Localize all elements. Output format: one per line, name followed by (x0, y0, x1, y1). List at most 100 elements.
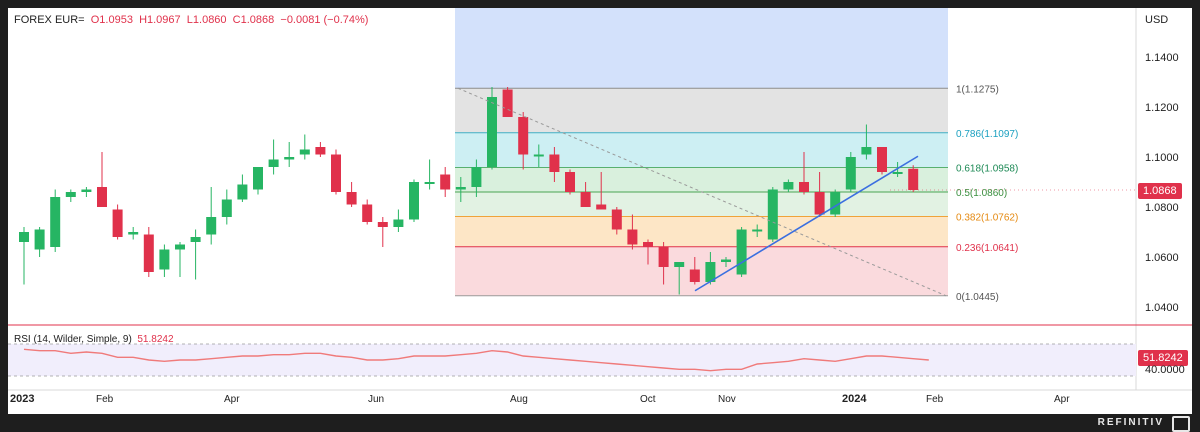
fib-diagonal-line (457, 87, 947, 297)
candle-body (674, 262, 685, 267)
candle (331, 149, 341, 195)
candle-body (237, 184, 248, 200)
candle-body (596, 204, 607, 210)
candle-body (892, 172, 903, 174)
time-label-2: Apr (224, 394, 240, 405)
candle (455, 177, 466, 202)
candle-body (159, 249, 170, 270)
candle-body (175, 244, 185, 250)
candle (112, 204, 123, 240)
candle (845, 152, 856, 192)
candle (689, 257, 700, 285)
candle (596, 172, 607, 210)
candle-body (533, 154, 544, 157)
symbol-name: FOREX EUR= (14, 14, 85, 26)
price-tick-4: 1.0600 (1145, 252, 1179, 264)
brand-logo: REFINITIV (1097, 417, 1164, 428)
candle (97, 152, 107, 207)
symbol-header: FOREX EUR= O1.0953 H1.0967 L1.0860 C1.08… (14, 14, 368, 26)
candle (877, 147, 887, 175)
candle (143, 227, 154, 277)
candle-body (362, 204, 373, 222)
candle-body (377, 222, 388, 227)
fib-zone-1 (455, 132, 948, 168)
rsi-line (23, 348, 929, 372)
candle (611, 207, 622, 235)
candle-body (268, 159, 279, 167)
candle (19, 227, 29, 285)
fib-label-1: 0.786(1.1097) (956, 129, 1018, 140)
candle (736, 227, 747, 277)
candle-body (627, 229, 638, 245)
time-label-9: Apr (1054, 394, 1070, 405)
candle (190, 229, 201, 280)
candle-body (877, 147, 887, 172)
candle-body (331, 154, 341, 192)
candle (81, 187, 92, 197)
candle (50, 189, 61, 252)
rsi-badge: 51.8242 (1138, 350, 1188, 366)
candle-body (565, 172, 575, 192)
candle-body (721, 259, 731, 262)
fib-zone-0 (455, 88, 948, 133)
candle-body (97, 187, 107, 207)
candle-body (643, 242, 653, 247)
candle-body (315, 147, 326, 155)
candle (658, 242, 669, 285)
candle (34, 227, 45, 257)
candle-body (705, 262, 716, 282)
support-trendline (694, 155, 919, 292)
candle-body (455, 187, 466, 190)
price-axis: 1.1400 1.1200 1.1000 1.0800 1.0600 1.0400 (1135, 8, 1179, 390)
brand-mark-icon (1172, 416, 1190, 432)
candle-body (814, 192, 825, 215)
candle (502, 87, 513, 117)
candle-body (346, 192, 357, 205)
candle (221, 189, 232, 225)
candle (549, 147, 560, 182)
currency-label: USD (1145, 14, 1169, 26)
candle (705, 252, 716, 285)
candle (284, 142, 295, 167)
candle-body (518, 117, 529, 155)
candle (487, 87, 497, 170)
candle (159, 244, 170, 277)
high-value: H1.0967 (139, 14, 181, 26)
candle (424, 159, 435, 190)
candle (518, 112, 529, 170)
candle-body (34, 229, 45, 250)
fib-zone-4 (455, 216, 948, 247)
candle-body (861, 147, 872, 155)
candle (861, 124, 872, 160)
time-label-1: Feb (96, 394, 114, 405)
candle-body (471, 167, 482, 187)
candle-body (19, 232, 29, 242)
trendlines[interactable] (8, 87, 1192, 326)
candle (533, 144, 544, 167)
candle-body (487, 97, 497, 167)
time-label-0: 2023 (10, 393, 34, 405)
fib-zone-5 (455, 246, 948, 296)
rsi-header: RSI (14, Wilder, Simple, 9) 51.8242 (14, 334, 174, 345)
close-value: C1.0868 (232, 14, 275, 26)
candle (580, 182, 591, 207)
candle (721, 257, 731, 267)
candle-body (845, 157, 856, 190)
time-label-8: Feb (926, 394, 944, 405)
candle-body (190, 237, 201, 242)
rsi-panel (8, 343, 1136, 377)
fib-label-2: 0.618(1.0958) (956, 164, 1018, 175)
candle-body (128, 232, 139, 235)
candle (175, 242, 185, 277)
fib-label-6: 0(1.0445) (956, 292, 999, 303)
candle-body (112, 209, 123, 237)
price-tick-1: 1.1200 (1145, 102, 1179, 114)
candle (128, 227, 139, 240)
candle-body (393, 219, 404, 227)
time-axis: 2023 Feb Apr Jun Aug Oct Nov 2024 Feb Apr (8, 389, 1192, 405)
candle (643, 239, 653, 265)
price-tick-3: 1.0800 (1145, 202, 1179, 214)
candle-body (81, 189, 92, 192)
candle-body (299, 149, 310, 155)
